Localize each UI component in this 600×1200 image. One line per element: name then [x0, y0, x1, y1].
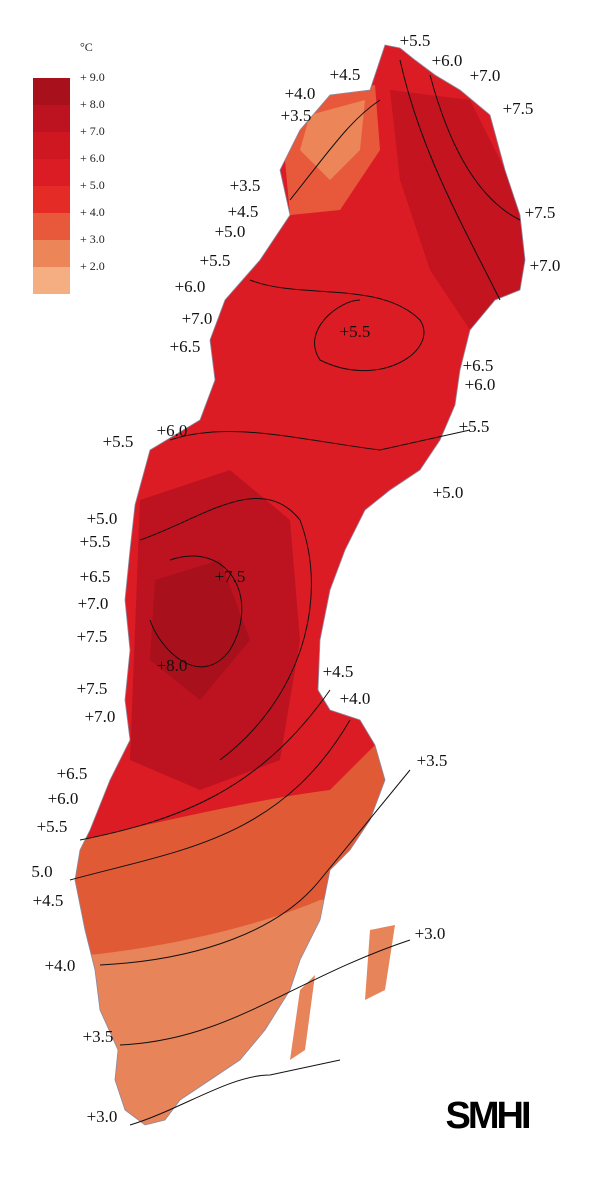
legend-swatch	[33, 267, 70, 294]
legend-label: + 3.0	[80, 232, 105, 246]
contour-label: +3.5	[281, 106, 312, 125]
contour-label: +5.5	[103, 432, 134, 451]
gotland	[365, 925, 395, 1000]
contour-label: 5.0	[31, 862, 52, 881]
contour-label: +5.0	[87, 509, 118, 528]
contour-label: +4.0	[340, 689, 371, 708]
contour-label: +5.5	[37, 817, 68, 836]
contour-label: +6.0	[48, 789, 79, 808]
logo: SMHI	[446, 1095, 530, 1137]
contour-label: +4.5	[228, 202, 259, 221]
legend-label: + 6.0	[80, 151, 105, 165]
contour-labels: +5.5 +4.5 +6.0 +4.0 +7.0 +3.5 +7.5 +3.5 +4.5 +7.5…	[31, 31, 560, 1126]
contour-label: +7.5	[525, 203, 556, 222]
contour-label: +6.0	[157, 421, 188, 440]
contour-label: +5.5	[200, 251, 231, 270]
contour-label: +5.5	[340, 322, 371, 341]
legend-swatch	[33, 240, 70, 267]
contour-label: +7.5	[503, 99, 534, 118]
oland	[290, 975, 315, 1060]
contour-label: +5.0	[215, 222, 246, 241]
legend-swatch	[33, 132, 70, 159]
legend-label: + 9.0	[80, 70, 105, 84]
contour-label: +3.5	[83, 1027, 114, 1046]
legend-swatch	[33, 213, 70, 240]
legend: + 9.0 + 8.0 + 7.0 + 6.0 + 5.0 + 4.0 + 3.0 + 2.0	[33, 70, 105, 294]
contour-label: +6.0	[465, 375, 496, 394]
contour-label: +4.5	[330, 65, 361, 84]
contour-label: +4.5	[33, 891, 64, 910]
contour-label: +7.0	[182, 309, 213, 328]
contour-label: +6.0	[432, 51, 463, 70]
contour-label: +5.5	[459, 417, 490, 436]
contour-label: +4.0	[285, 84, 316, 103]
legend-label: + 2.0	[80, 259, 105, 273]
contour-label: +3.0	[415, 924, 446, 943]
legend-label: + 4.0	[80, 205, 105, 219]
contour-label: +6.5	[463, 356, 494, 375]
legend-swatch	[33, 159, 70, 186]
legend-unit: °C	[80, 40, 93, 54]
contour-label: +7.0	[530, 256, 561, 275]
contour-label: +5.0	[433, 483, 464, 502]
contour-label: +6.5	[57, 764, 88, 783]
legend-label: + 5.0	[80, 178, 105, 192]
contour-label: +4.5	[323, 662, 354, 681]
contour-label: +7.5	[77, 627, 108, 646]
contour-label: +7.0	[85, 707, 116, 726]
contour-label: +6.0	[175, 277, 206, 296]
contour-label: +3.5	[417, 751, 448, 770]
legend-label: + 7.0	[80, 124, 105, 138]
legend-swatch	[33, 78, 70, 105]
contour-label: +7.5	[77, 679, 108, 698]
contour-label: +6.5	[80, 567, 111, 586]
contour-label: +6.5	[170, 337, 201, 356]
contour-label: +7.5	[215, 567, 246, 586]
contour-label: +8.0	[157, 656, 188, 675]
contour-label: +5.5	[80, 532, 111, 551]
contour-label: +3.0	[87, 1107, 118, 1126]
contours	[69, 59, 521, 1126]
legend-label: + 8.0	[80, 97, 105, 111]
contour-label: +7.0	[470, 66, 501, 85]
contour-label: +4.0	[45, 956, 76, 975]
legend-swatch	[33, 186, 70, 213]
contour-label: +7.0	[78, 594, 109, 613]
contour-label: +3.5	[230, 176, 261, 195]
legend-swatch	[33, 105, 70, 132]
contour-label: +5.5	[400, 31, 431, 50]
